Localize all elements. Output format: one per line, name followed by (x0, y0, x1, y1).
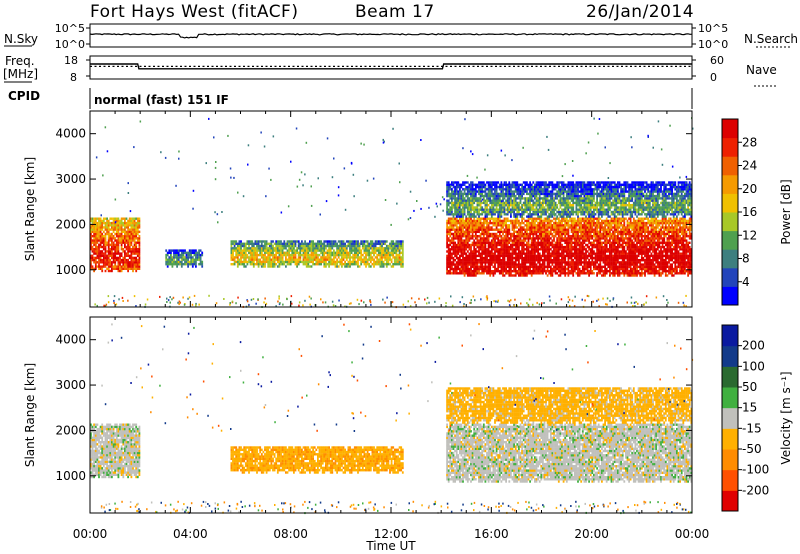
freq-series (90, 63, 692, 70)
xtick-label: 04:00 (173, 527, 208, 541)
cpid-text: normal (fast) 151 IF (94, 93, 229, 107)
colorbar-segment (722, 156, 738, 176)
colorbar-tick: 15 (742, 401, 757, 415)
xtick-label: 12:00 (374, 527, 409, 541)
freq-frame (89, 55, 693, 80)
nsky-tick-top: 10^5 (55, 22, 85, 35)
power-ylabel: Slant Range [km] (23, 157, 37, 261)
ytick-label: 4000 (55, 127, 86, 141)
colorbar-tick: -50 (742, 442, 762, 456)
freq-unit: [MHz] (3, 67, 38, 81)
colorbar-segment (722, 249, 738, 269)
colorbar-tick: -200 (742, 483, 769, 497)
colorbar-segment (722, 325, 738, 347)
colorbar-tick: 50 (742, 380, 757, 394)
nsky-series (89, 33, 693, 39)
colorbar-tick: 28 (742, 135, 757, 149)
velocity-ylabel: Slant Range [km] (23, 363, 37, 467)
freq-label: Freq. (5, 54, 35, 68)
ytick-label: 2000 (55, 423, 86, 437)
colorbar-tick: 16 (742, 205, 757, 219)
colorbar-label: Velocity [m s⁻¹] (779, 371, 793, 464)
power-panel: 4000 3000 2000 1000 Slant Range [km] 28 24 20… (23, 110, 793, 309)
colorbar-tick: 8 (742, 252, 750, 266)
ytick-label: 3000 (55, 378, 86, 392)
colorbar-segment (722, 119, 738, 139)
ytick-label: 4000 (55, 333, 86, 347)
xtick-label: 20:00 (574, 527, 609, 541)
colorbar-segment (722, 230, 738, 250)
colorbar-tick: -100 (742, 463, 769, 477)
colorbar-segment (722, 428, 738, 450)
nsky-panel: 10^5 10^0 10^5 10^0 N.Sky N.Search (4, 22, 798, 51)
colorbar-segment (722, 174, 738, 194)
power-colorbar: 28 24 20 16 12 8 4 Power [dB] (721, 118, 793, 306)
colorbar-tick: 100 (742, 359, 765, 373)
velocity-panel: 4000 3000 2000 1000 00:00 04:00 08:00 12:00 16:… (23, 316, 793, 541)
colorbar-tick: 4 (742, 275, 750, 289)
nsearch-tick-bottom: 10^0 (698, 38, 728, 51)
x-axis-label: Time UT (365, 539, 416, 553)
colorbar-tick: 200 (742, 339, 765, 353)
nsky-label: N.Sky (4, 32, 38, 46)
cpid-label: CPID (8, 89, 40, 103)
xtick-label: 00:00 (675, 527, 710, 541)
colorbar-segment (722, 490, 738, 512)
nsearch-tick-top: 10^5 (698, 22, 728, 35)
colorbar-tick: 20 (742, 182, 757, 196)
colorbar-segment (722, 137, 738, 157)
colorbar-segment (722, 345, 738, 367)
freq-tick-top: 18 (64, 54, 78, 67)
colorbar-segment (722, 449, 738, 471)
ytick-label: 3000 (55, 172, 86, 186)
colorbar-tick: 24 (742, 159, 757, 173)
radar-title: Fort Hays West (fitACF) (90, 2, 298, 22)
colorbar-segment (722, 407, 738, 429)
colorbar-segment (722, 267, 738, 287)
colorbar-tick: -15 (742, 421, 762, 435)
date-title: 26/Jan/2014 (586, 2, 694, 22)
power-data (90, 117, 694, 309)
ytick-label: 1000 (55, 263, 86, 277)
freq-panel: 18 8 60 0 Freq. [MHz] Nave CPID (3, 54, 777, 103)
xtick-label: 08:00 (273, 527, 308, 541)
xtick-label: 16:00 (474, 527, 509, 541)
colorbar-label: Power [dB] (779, 179, 793, 244)
beam-title: Beam 17 (355, 2, 435, 22)
nave-label: Nave (746, 63, 777, 77)
nsky-frame (89, 23, 693, 48)
colorbar-segment (722, 366, 738, 388)
xtick-label: 00:00 (73, 527, 108, 541)
nsky-tick-bottom: 10^0 (55, 38, 85, 51)
nave-tick-bottom: 0 (710, 71, 717, 84)
velocity-colorbar: 200 100 50 15 -15 -50 -100 -200 Velocity [m s⁻¹] (721, 324, 793, 512)
cpid-panel: normal (fast) 151 IF (89, 88, 693, 109)
ytick-label: 1000 (55, 469, 86, 483)
colorbar-segment (722, 387, 738, 409)
velocity-data (90, 323, 694, 515)
colorbar-segment (722, 469, 738, 491)
colorbar-segment (722, 212, 738, 232)
colorbar-tick: 12 (742, 228, 757, 242)
freq-tick-bottom: 8 (70, 71, 77, 84)
colorbar-segment (722, 193, 738, 213)
colorbar-segment (722, 286, 738, 306)
ytick-label: 2000 (55, 217, 86, 231)
nave-tick-top: 60 (710, 54, 724, 67)
nsearch-label: N.Search (744, 32, 798, 46)
